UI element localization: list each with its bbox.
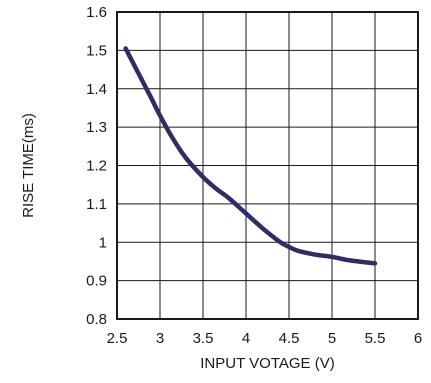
y-tick-labels: 0.8 0.9 1 1.1 1.2 1.3 1.4 1.5 1.6 [86, 4, 107, 328]
grid [116, 11, 419, 320]
x-tick-label: 5 [328, 330, 336, 347]
series-line [123, 46, 378, 266]
y-tick-label: 1.4 [86, 81, 107, 98]
y-tick-label: 1.1 [86, 196, 107, 213]
y-tick-label: 1.2 [86, 158, 107, 175]
series-layer [123, 46, 378, 266]
y-tick-label: 0.8 [86, 311, 107, 328]
plot-border [116, 11, 419, 320]
x-tick-label: 6 [414, 330, 422, 347]
x-tick-labels: 2.5 3 3.5 4 4.5 5 5.5 6 [107, 330, 423, 347]
x-tick-label: 3 [156, 330, 164, 347]
y-tick-label: 1.5 [86, 42, 107, 59]
y-tick-label: 1.3 [86, 119, 107, 136]
y-tick-label: 1 [99, 234, 107, 251]
x-axis-title: INPUT VOTAGE (V) [200, 355, 334, 372]
x-tick-label: 5.5 [365, 330, 386, 347]
y-tick-label: 1.6 [86, 4, 107, 21]
x-tick-label: 2.5 [107, 330, 128, 347]
x-tick-label: 3.5 [193, 330, 214, 347]
y-tick-label: 0.9 [86, 273, 107, 290]
y-axis-title: RISE TIME(ms) [20, 113, 37, 218]
x-tick-label: 4.5 [279, 330, 300, 347]
x-tick-label: 4 [242, 330, 250, 347]
